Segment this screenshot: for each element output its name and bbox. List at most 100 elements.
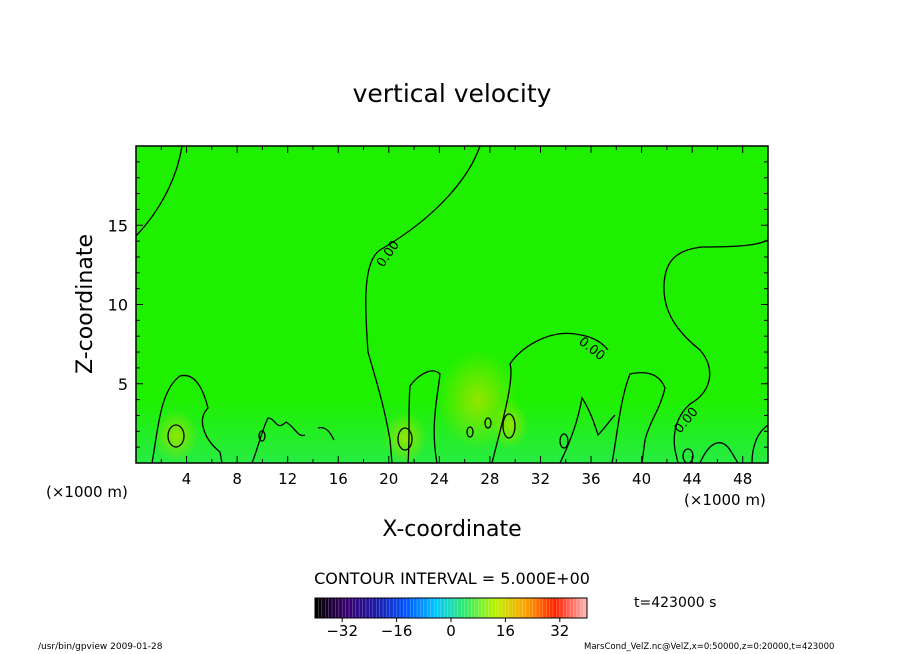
time-label: t=423000 s — [634, 595, 716, 611]
colorbar-swatch — [349, 598, 353, 618]
x-tick-label: 28 — [480, 470, 499, 488]
colorbar-swatch — [525, 598, 530, 618]
updraft-shading — [492, 401, 528, 449]
colorbar-swatch — [444, 598, 448, 618]
x-axis-title: X-coordinate — [382, 517, 521, 542]
colorbar-swatch — [359, 598, 363, 618]
colorbar-swatch — [335, 598, 340, 618]
colorbar-swatch — [325, 598, 329, 618]
colorbar-swatch — [454, 598, 459, 618]
colorbar-tick-label: −16 — [381, 622, 413, 640]
colorbar-swatch — [434, 598, 438, 618]
colorbar-swatch — [406, 598, 411, 618]
x-tick-label: 12 — [278, 470, 297, 488]
contour-line — [663, 239, 768, 463]
colorbar-swatch — [498, 598, 503, 618]
colorbar-swatch — [403, 598, 408, 618]
colorbar-swatch — [437, 598, 442, 618]
colorbar-swatch — [362, 598, 367, 618]
x-tick-label: 8 — [232, 470, 242, 488]
colorbar-tick-label: 32 — [550, 622, 569, 640]
colorbar-swatch — [420, 598, 425, 618]
colorbar-swatch — [580, 598, 584, 618]
contour-line — [407, 370, 441, 463]
colorbar-swatch — [529, 598, 533, 618]
colorbar-swatch — [495, 598, 499, 618]
colorbar-swatch — [532, 598, 537, 618]
x-axis-ticks: 4 8 12 16 20 24 28 32 36 40 44 48 — [160, 146, 769, 488]
contour-line — [484, 417, 492, 429]
colorbar-swatch — [386, 598, 391, 618]
contour-line — [682, 448, 694, 463]
colorbar-swatch — [338, 598, 343, 618]
contour-interval: CONTOUR INTERVAL = 5.000E+00 — [314, 569, 590, 588]
updraft-shading — [154, 410, 198, 462]
x-tick-label: 32 — [531, 470, 550, 488]
x-tick-label: 44 — [683, 470, 702, 488]
colorbar-swatch — [515, 598, 520, 618]
colorbar-swatch — [451, 598, 455, 618]
contour-line — [699, 442, 739, 463]
colorbar-swatch — [379, 598, 384, 618]
colorbar-ticks: −32 −16 0 16 32 — [326, 618, 569, 640]
colorbar-swatch — [376, 598, 380, 618]
colorbar-swatch — [478, 598, 482, 618]
contour-line — [491, 332, 609, 463]
x-tick-label: 16 — [329, 470, 348, 488]
x-tick-label: 40 — [632, 470, 651, 488]
colorbar-swatch — [491, 598, 496, 618]
contour-line — [151, 374, 223, 463]
colorbar-swatch — [519, 598, 523, 618]
colorbar-swatch — [355, 598, 360, 618]
contour-line — [397, 427, 413, 451]
y-axis-ticks: 5 10 15 — [108, 161, 768, 448]
colorbar-swatch — [570, 598, 574, 618]
contour-line — [611, 372, 666, 463]
contour-line — [136, 146, 183, 237]
updraft-shading — [383, 412, 427, 463]
x-tick-label: 24 — [430, 470, 449, 488]
colorbar-swatch — [512, 598, 516, 618]
colorbar-swatch — [549, 598, 554, 618]
colorbar-swatch — [345, 598, 350, 618]
colorbar-swatch — [488, 598, 493, 618]
colorbar-swatch — [369, 598, 374, 618]
colorbar-swatch — [352, 598, 357, 618]
x-unit-right: (×1000 m) — [684, 491, 766, 509]
colorbar-swatch — [542, 598, 547, 618]
colorbar-swatch — [430, 598, 435, 618]
y-tick-label: 5 — [118, 375, 128, 394]
colorbar-swatch — [447, 598, 452, 618]
contour-line — [466, 426, 474, 438]
colorbar-swatch — [563, 598, 567, 618]
contour-line — [559, 396, 616, 463]
colorbar-swatch — [393, 598, 397, 618]
colorbar-swatch — [522, 598, 527, 618]
colorbar-swatch — [573, 598, 578, 618]
contour-line — [502, 413, 516, 439]
colorbar-swatch — [481, 598, 486, 618]
colorbar-swatch — [413, 598, 418, 618]
footer-left: /usr/bin/gpview 2009-01-28 — [38, 642, 163, 652]
contour-line — [365, 146, 481, 463]
y-tick-label: 15 — [108, 216, 128, 235]
footer-right: MarsCond_VelZ.nc@VelZ,x=0:50000,z=0:2000… — [584, 642, 835, 652]
colorbar-swatch — [332, 598, 336, 618]
colorbar-swatch — [417, 598, 421, 618]
colorbar-swatch — [389, 598, 394, 618]
colorbar-swatch — [474, 598, 479, 618]
colorbar-swatch — [539, 598, 544, 618]
y-tick-label: 10 — [108, 296, 128, 315]
chart-title: vertical velocity — [353, 79, 552, 108]
colorbar-swatch — [576, 598, 581, 618]
x-unit-left: (×1000 m) — [46, 483, 128, 501]
x-tick-label: 4 — [182, 470, 192, 488]
colorbar-swatch — [505, 598, 510, 618]
colorbar-swatch — [383, 598, 387, 618]
colorbar-swatch — [559, 598, 564, 618]
colorbar-tick-label: 0 — [446, 622, 456, 640]
colorbar-swatch — [321, 598, 326, 618]
colorbar-swatch — [461, 598, 465, 618]
colorbar-swatch — [508, 598, 513, 618]
